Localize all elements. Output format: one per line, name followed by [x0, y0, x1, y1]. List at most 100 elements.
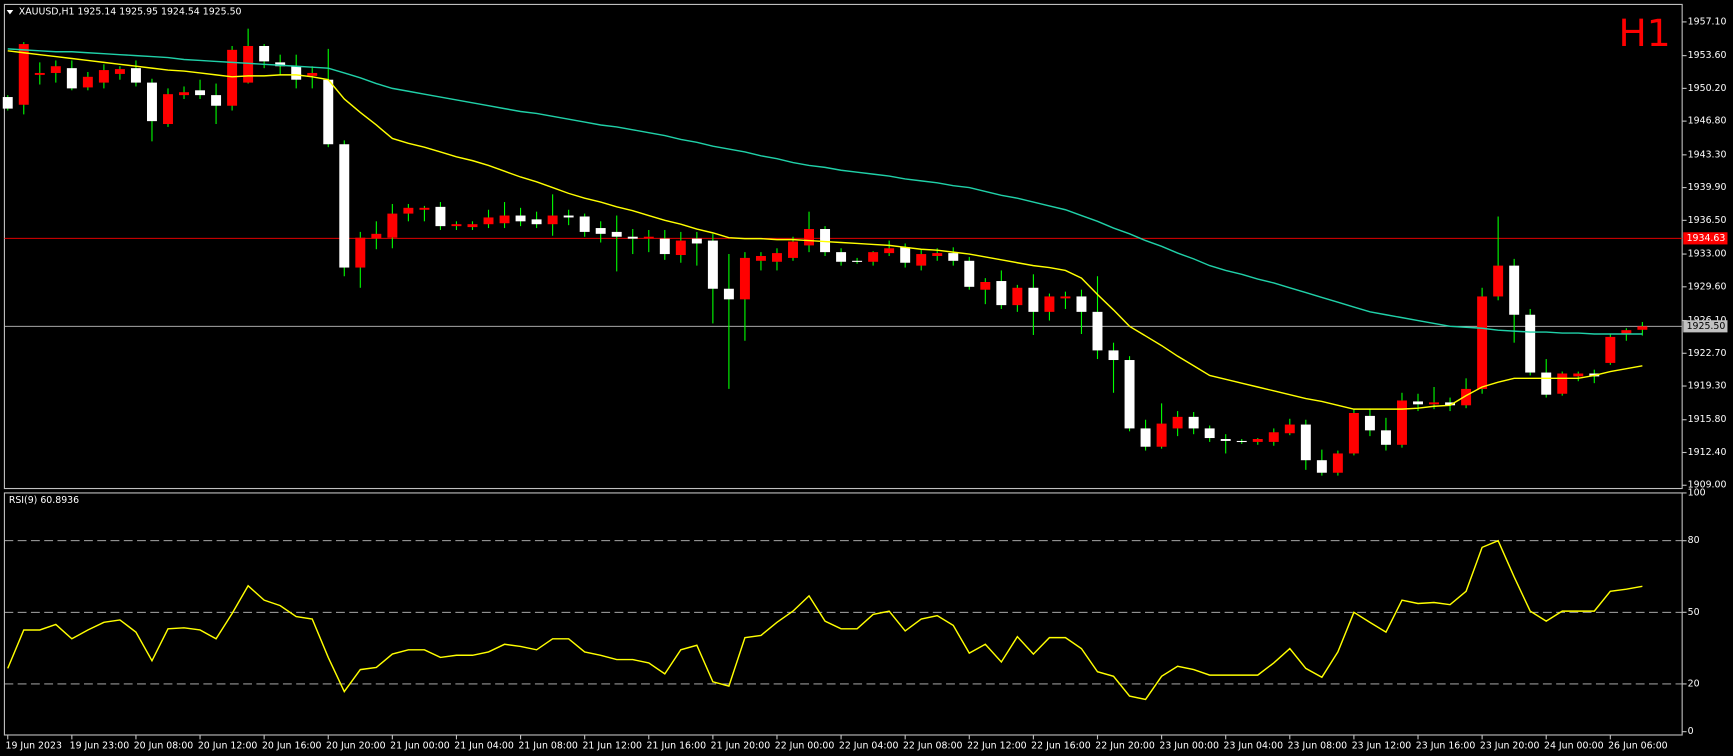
candle-body [1300, 424, 1311, 461]
candle-body [1397, 400, 1407, 445]
candle-body [227, 49, 238, 106]
y-tick-label: 1953.60 [1688, 50, 1727, 61]
y-tick-label: 100 [1688, 487, 1706, 498]
x-tick-label: 23 Jun 12:00 [1352, 741, 1412, 752]
candle-body [34, 72, 45, 75]
candle-body [1236, 440, 1247, 443]
candle-body [531, 219, 542, 225]
candle-body [50, 66, 61, 73]
candle-body [179, 92, 189, 96]
candle-body [259, 45, 270, 62]
x-tick-label: 20 Jun 12:00 [198, 741, 258, 752]
candle-body [163, 94, 173, 125]
x-tick-label: 23 Jun 00:00 [1159, 741, 1219, 752]
candle-body [948, 253, 959, 261]
candle-body [1445, 402, 1456, 406]
candle-body [66, 68, 77, 89]
candle-body [1573, 373, 1584, 377]
candle-body [1364, 415, 1375, 431]
candle-body [1268, 432, 1279, 442]
x-tick-label: 21 Jun 12:00 [582, 741, 642, 752]
candle-body [563, 215, 574, 218]
candle-body [1188, 416, 1199, 429]
candle-body [804, 229, 815, 246]
candle-body [98, 70, 109, 83]
candle-body [1204, 428, 1215, 439]
candle-body [1108, 350, 1119, 361]
candle-body [323, 79, 334, 145]
candle-body [1477, 296, 1488, 389]
rsi-title: RSI(9) 60.8936 [9, 495, 79, 506]
candle-body [852, 260, 863, 262]
chart-title: XAUUSD,H1 1925.14 1925.95 1924.54 1925.5… [19, 7, 242, 18]
candle-body [483, 217, 494, 225]
x-tick-label: 20 Jun 08:00 [134, 741, 194, 752]
candle-body [1172, 416, 1183, 429]
candle-body [659, 238, 670, 255]
price-label-box [1683, 320, 1728, 333]
y-tick-label: 1909.00 [1688, 480, 1727, 491]
candle-body [243, 45, 254, 83]
candle-body [900, 247, 911, 263]
y-tick-label: 1950.20 [1688, 83, 1727, 94]
x-tick-label: 22 Jun 00:00 [775, 741, 835, 752]
x-tick-label: 23 Jun 20:00 [1480, 741, 1540, 752]
x-tick-label: 23 Jun 08:00 [1288, 741, 1348, 752]
candle-body [916, 254, 927, 266]
moving-average-line [7, 50, 1643, 410]
candle-body [114, 69, 125, 74]
y-tick-label: 1957.10 [1688, 16, 1727, 27]
candle-body [387, 213, 398, 238]
candle-body [964, 260, 975, 287]
candle-body [595, 228, 606, 234]
candle-body [1429, 402, 1440, 405]
candle-body [1012, 287, 1023, 306]
candle-body [1124, 360, 1135, 429]
timeframe-label: H1 [1619, 11, 1671, 55]
candle-body [18, 44, 29, 105]
candle-body [723, 288, 734, 300]
candle-body [1156, 423, 1167, 447]
y-tick-label: 20 [1688, 678, 1700, 689]
y-tick-label: 1933.00 [1688, 249, 1727, 260]
candle-body [772, 253, 782, 262]
x-tick-label: 24 Jun 00:00 [1544, 741, 1604, 752]
candle-body [435, 206, 446, 227]
candle-body [291, 66, 302, 80]
y-tick-label: 0 [1688, 726, 1694, 737]
x-tick-label: 23 Jun 04:00 [1223, 741, 1283, 752]
x-tick-label: 22 Jun 08:00 [903, 741, 963, 752]
x-tick-label: 22 Jun 16:00 [1031, 741, 1091, 752]
candle-body [1637, 326, 1648, 330]
candle-body [2, 97, 13, 109]
rsi-line [7, 539, 1643, 701]
candle-body [419, 207, 430, 210]
candle-body [355, 237, 366, 268]
candle-body [371, 233, 382, 239]
y-tick-label: 1943.30 [1688, 149, 1727, 160]
candle-body [707, 240, 718, 289]
candle-body [1092, 311, 1103, 351]
candle-body [820, 229, 831, 253]
y-tick-label: 1922.70 [1688, 348, 1727, 359]
candle-body [675, 240, 686, 256]
candle-body [307, 72, 318, 76]
x-tick-label: 26 Jun 06:00 [1608, 741, 1668, 752]
y-tick-label: 1946.80 [1688, 116, 1727, 127]
candle-body [691, 238, 702, 244]
x-tick-label: 22 Jun 04:00 [839, 741, 899, 752]
x-tick-label: 20 Jun 16:00 [262, 741, 322, 752]
candle-body [579, 216, 590, 232]
candle-body [195, 90, 206, 96]
y-tick-label: 1912.40 [1688, 447, 1727, 458]
candle-body [788, 241, 798, 258]
y-tick-label: 1936.50 [1688, 215, 1727, 226]
candle-body [1621, 330, 1632, 335]
x-tick-label: 19 Jun 2023 [6, 741, 62, 752]
rsi-panel-frame [3, 492, 1683, 736]
y-tick-label: 80 [1688, 535, 1700, 546]
x-tick-label: 22 Jun 12:00 [967, 741, 1027, 752]
